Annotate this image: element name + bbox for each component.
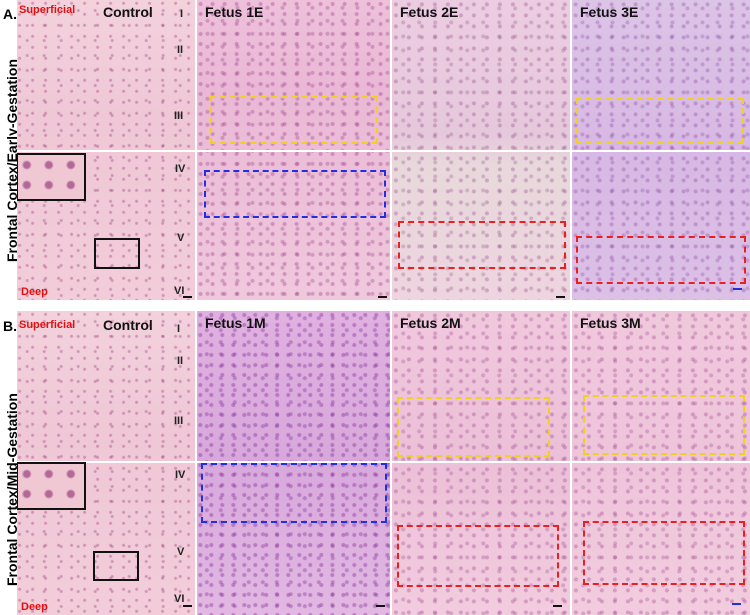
scale-bar <box>183 605 192 607</box>
fetus-3m-tile: Fetus 3M <box>572 311 750 615</box>
highlight-box-blue <box>201 463 387 523</box>
stitch-line <box>572 461 750 463</box>
fetus-1e-tile: Fetus 1E <box>197 0 390 300</box>
highlight-box-yellow <box>576 98 744 144</box>
highlight-box-yellow <box>397 397 550 457</box>
magnified-inset <box>17 153 86 201</box>
highlight-box-blue <box>204 170 386 218</box>
highlight-box-yellow <box>210 96 378 144</box>
layer-v: V <box>177 546 185 558</box>
panel-b-label: B. <box>3 318 17 334</box>
layer-v: V <box>177 232 185 244</box>
highlight-box-red <box>583 521 745 585</box>
deep-label: Deep <box>21 601 48 613</box>
layer-i: I <box>180 8 184 20</box>
fetus-title: Fetus 1E <box>205 4 264 20</box>
scale-bar <box>376 605 385 607</box>
scale-bar <box>553 605 562 607</box>
stitch-line <box>17 461 195 463</box>
scale-bar <box>556 296 565 298</box>
deep-label: Deep <box>21 286 48 298</box>
fetus-title: Fetus 2E <box>400 4 459 20</box>
control-title: Control <box>103 4 153 20</box>
superficial-label: Superficial <box>19 319 76 331</box>
layer-ii: II <box>177 355 184 367</box>
histology-texture <box>572 311 750 615</box>
stitch-line <box>392 461 570 463</box>
highlight-box-red <box>576 236 746 284</box>
layer-iv: IV <box>175 469 186 481</box>
histology-texture <box>392 311 570 615</box>
stitch-line <box>17 150 195 152</box>
layer-vi: VI <box>174 593 185 605</box>
fetus-2e-tile: Fetus 2E <box>392 0 570 300</box>
layer-iii: III <box>174 110 184 122</box>
layer-iii: III <box>174 415 184 427</box>
layer-iv: IV <box>175 163 186 175</box>
highlight-box-red <box>397 525 559 587</box>
layer-vi: VI <box>174 285 185 297</box>
highlight-box-yellow <box>583 395 745 455</box>
control-title: Control <box>103 317 153 333</box>
stitch-line <box>572 150 750 152</box>
inset-source-box <box>94 238 140 269</box>
fetus-title: Fetus 1M <box>205 315 266 331</box>
fetus-title: Fetus 2M <box>400 315 461 331</box>
magnified-inset <box>17 462 86 510</box>
stitch-line <box>197 461 390 463</box>
fetus-title: Fetus 3E <box>580 4 639 20</box>
scale-bar <box>378 296 387 298</box>
control-tile-a: Superficial Control I II III IV V VI Dee… <box>17 0 195 300</box>
stitch-line <box>197 150 390 152</box>
fetus-1m-tile: Fetus 1M <box>197 311 390 615</box>
scale-bar <box>183 296 192 298</box>
highlight-box-red <box>398 221 566 269</box>
superficial-label: Superficial <box>19 4 76 16</box>
layer-ii: II <box>177 44 184 56</box>
scale-bar <box>733 288 742 290</box>
control-tile-b: Superficial Control I II III IV V VI Dee… <box>17 311 195 615</box>
stitch-line <box>392 150 570 152</box>
panel-a-label: A. <box>3 6 17 22</box>
layer-i: I <box>177 323 181 335</box>
scale-bar <box>732 603 741 605</box>
fetus-2m-tile: Fetus 2M <box>392 311 570 615</box>
inset-source-box <box>93 551 139 581</box>
fetus-title: Fetus 3M <box>580 315 641 331</box>
fetus-3e-tile: Fetus 3E <box>572 0 750 300</box>
